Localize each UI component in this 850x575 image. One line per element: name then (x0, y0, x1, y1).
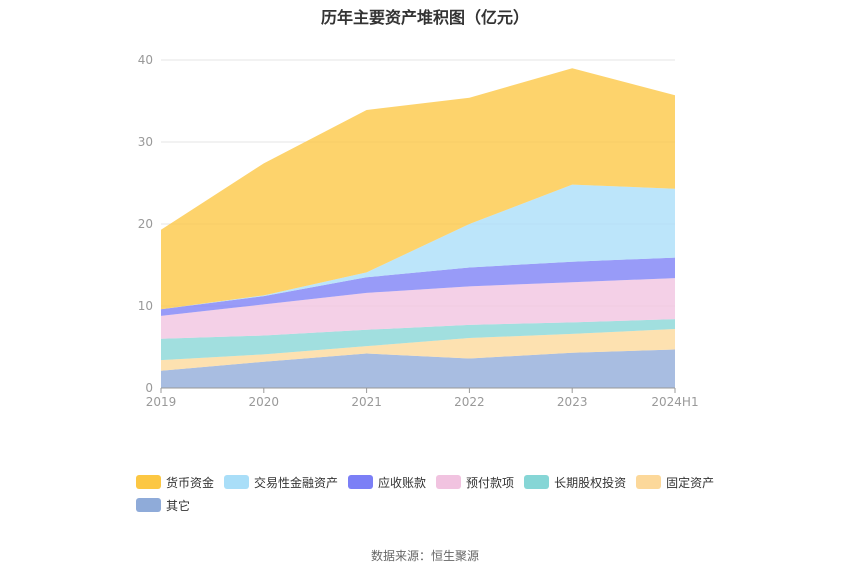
legend-item[interactable]: 交易性金融资产 (224, 474, 338, 490)
x-tick-label: 2023 (557, 395, 588, 409)
y-tick-label: 20 (138, 217, 153, 231)
area-series-0 (161, 349, 675, 388)
legend-swatch (636, 475, 662, 489)
x-tick-label: 2024H1 (651, 395, 698, 409)
legend-label: 长期股权投资 (554, 475, 627, 490)
data-source-note: 数据来源：恒生聚源 (370, 549, 479, 563)
legend-swatch (524, 475, 550, 489)
chart-title: 历年主要资产堆积图（亿元） (320, 8, 529, 27)
x-tick-label: 2019 (146, 395, 177, 409)
area-series-6 (161, 68, 675, 310)
x-tick-label: 2021 (351, 395, 382, 409)
legend-label: 交易性金融资产 (254, 475, 339, 490)
legend-label: 应收账款 (378, 475, 427, 490)
area-series-5 (161, 184, 675, 310)
legend-item[interactable]: 长期股权投资 (524, 474, 626, 490)
legend: 货币资金 交易性金融资产 应收账款 预付款项 长期股权投资 固定资产其它 (136, 474, 736, 520)
legend-item[interactable]: 应收账款 (348, 474, 426, 490)
legend-swatch (436, 475, 462, 489)
area-series-4 (161, 257, 675, 316)
legend-label: 其它 (166, 498, 191, 513)
area-series-1 (161, 328, 675, 371)
stacked-area-chart: 0 10 20 30 40 2019 2020 2021 2022 2023 2024H1 (138, 53, 699, 409)
legend-swatch (136, 475, 161, 489)
legend-swatch (348, 475, 374, 489)
legend-label: 固定资产 (666, 475, 715, 490)
area-series-2 (161, 319, 675, 361)
legend-item[interactable]: 固定资产 (636, 474, 714, 490)
y-tick-label: 0 (145, 381, 153, 395)
legend-swatch (136, 498, 161, 512)
x-tick-label: 2022 (454, 395, 485, 409)
y-tick-label: 40 (138, 53, 153, 67)
x-tick-label: 2020 (249, 395, 280, 409)
legend-swatch (224, 475, 250, 489)
y-tick-label: 30 (138, 135, 153, 149)
area-series-3 (161, 278, 675, 339)
legend-label: 预付款项 (466, 475, 515, 490)
legend-item[interactable]: 其它 (136, 497, 190, 513)
axes: 0 10 20 30 40 2019 2020 2021 2022 2023 2024H1 (138, 53, 699, 409)
area-series (161, 68, 675, 388)
legend-item[interactable]: 货币资金 (136, 474, 214, 490)
legend-label: 货币资金 (166, 475, 215, 490)
legend-item[interactable]: 预付款项 (436, 474, 514, 490)
y-tick-label: 10 (138, 299, 153, 313)
